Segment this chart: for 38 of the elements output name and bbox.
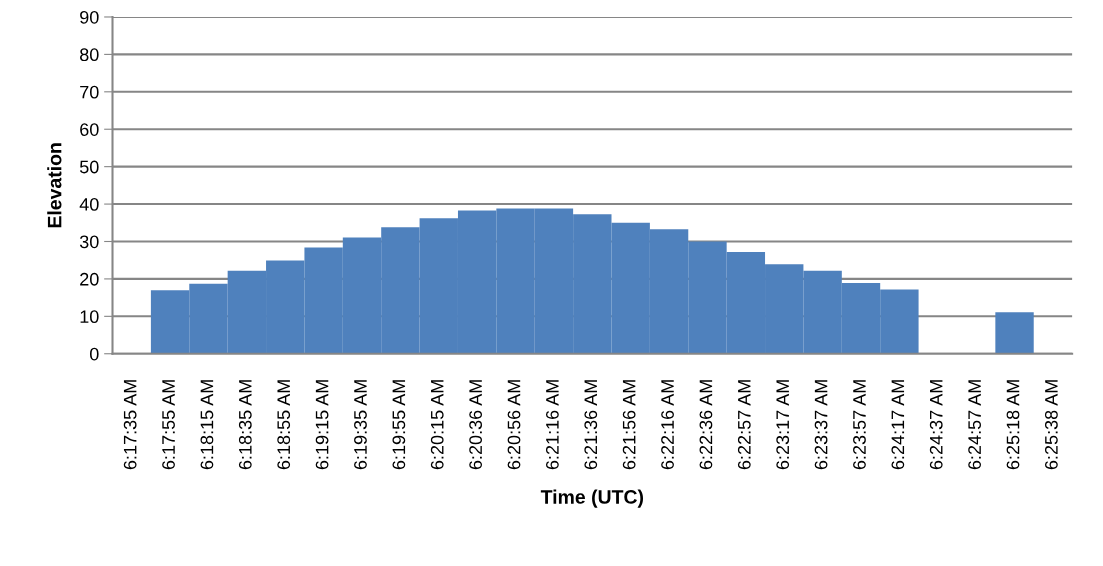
x-tick-label: 6:22:36 AM [699, 380, 713, 470]
x-tick-label: 6:20:36 AM [469, 380, 482, 470]
x-tick-label: 6:20:15 AM [430, 380, 444, 470]
y-tick-label: 70 [80, 85, 99, 99]
x-tick-label: 6:23:37 AM [814, 380, 828, 470]
y-tick-label: 30 [79, 235, 99, 249]
x-tick-label: 6:18:15 AM [200, 380, 214, 470]
bar [995, 312, 1034, 354]
x-tick-label: 6:17:55 AM [162, 380, 175, 470]
x-tick-label: 6:22:16 AM [661, 380, 674, 470]
y-tick-label: 80 [80, 48, 99, 62]
x-tick-label: 6:18:55 AM [277, 380, 291, 470]
y-axis-title: Elevation [47, 143, 62, 228]
y-tick-label: 40 [79, 198, 99, 211]
x-tick-label: 6:21:36 AM [584, 380, 598, 470]
x-tick-label: 6:19:35 AM [354, 380, 367, 470]
x-tick-label: 6:23:57 AM [853, 380, 866, 470]
x-tick-label: 6:20:56 AM [507, 380, 521, 470]
x-tick-label: 6:24:37 AM [929, 380, 943, 470]
y-tick-label: 20 [80, 272, 99, 286]
y-tick-label: 50 [79, 160, 99, 174]
y-tick-label: 60 [80, 123, 99, 136]
x-tick-label: 6:17:35 AM [123, 380, 137, 470]
x-tick-label: 6:19:55 AM [392, 380, 406, 470]
y-tick-label: 0 [89, 347, 99, 361]
x-tick-label: 6:21:16 AM [545, 380, 559, 470]
x-tick-label: 6:24:57 AM [968, 380, 981, 470]
x-tick-label: 6:24:17 AM [891, 380, 905, 470]
x-tick-label: 6:21:56 AM [622, 380, 636, 470]
x-tick-label: 6:22:57 AM [737, 380, 751, 470]
y-tick-label: 90 [80, 10, 99, 24]
x-tick-label: 6:23:17 AM [776, 380, 790, 470]
x-tick-label: 6:25:18 AM [1006, 380, 1020, 470]
x-axis-title: Time (UTC) [540, 489, 644, 508]
y-tick-label: 10 [80, 310, 99, 324]
x-tick-label: 6:25:38 AM [1044, 380, 1058, 470]
x-tick-label: 6:19:15 AM [315, 380, 329, 470]
x-tick-label: 6:18:35 AM [238, 380, 252, 470]
